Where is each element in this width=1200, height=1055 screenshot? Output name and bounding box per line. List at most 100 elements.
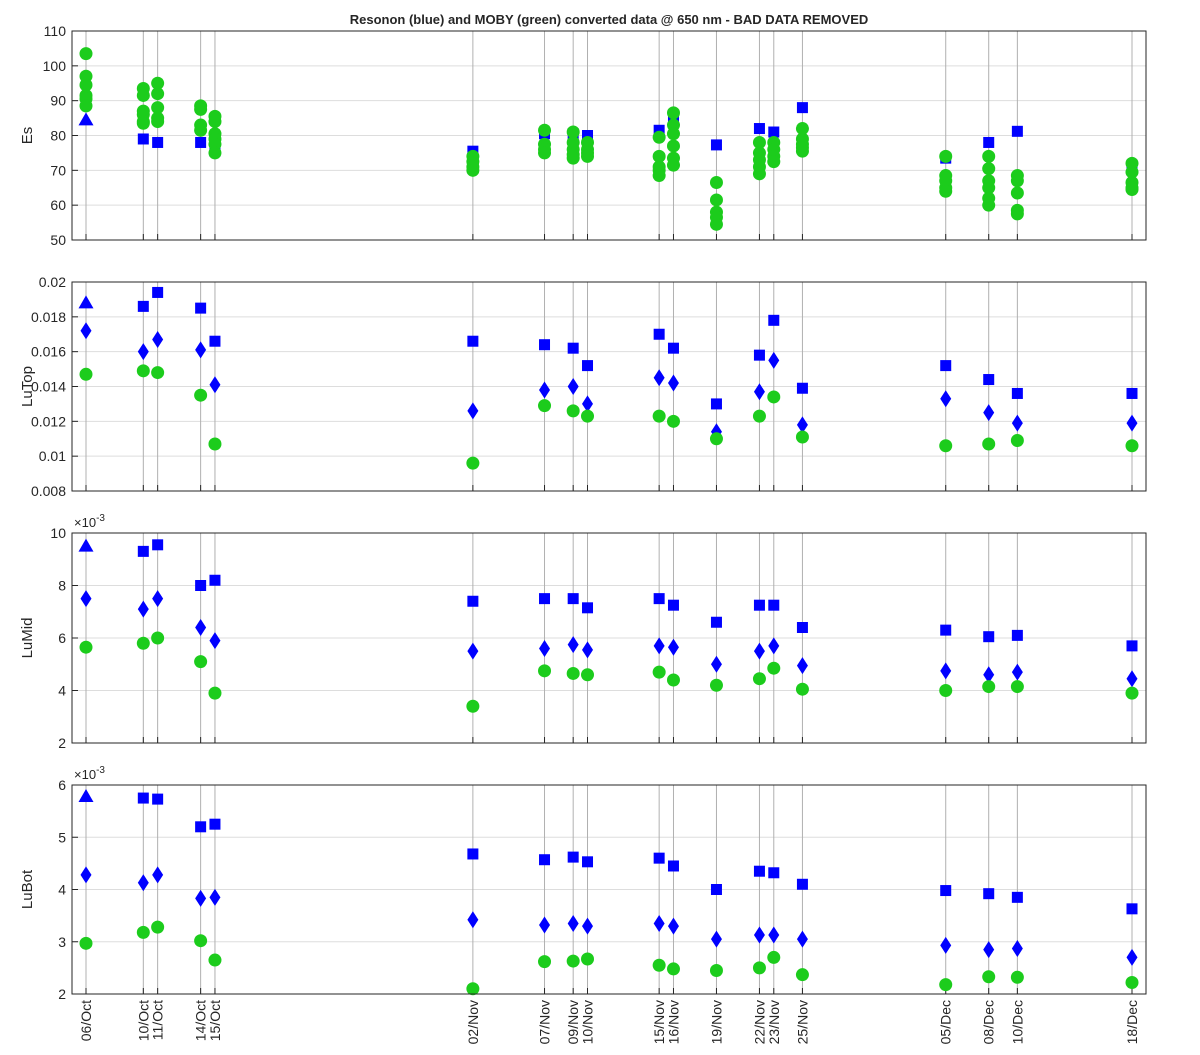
panel-lubot: 2 3 4 5 6 LuBot ×10-3 <box>19 765 1147 1002</box>
data-point-circle <box>939 684 953 697</box>
data-point-circle <box>982 181 996 195</box>
plot-frame <box>71 784 1147 995</box>
data-point-circle <box>538 955 552 969</box>
data-point-circle <box>1125 686 1139 700</box>
data-point-diamond <box>1011 414 1023 432</box>
data-point-square <box>152 793 164 805</box>
data-point-square <box>539 339 551 351</box>
data-point-circle <box>752 167 766 181</box>
data-point-triangle <box>78 538 94 552</box>
data-point-circle <box>939 439 953 453</box>
data-point-square <box>195 302 207 314</box>
data-point-square <box>710 398 722 410</box>
data-point-circle <box>666 139 680 153</box>
y-axis-label: LuTop <box>19 366 36 407</box>
data-point-diamond <box>753 642 765 660</box>
x-tick-label: 05/Dec <box>938 1000 954 1044</box>
x-tick-label: 16/Nov <box>665 1000 681 1044</box>
data-point-diamond <box>152 590 164 608</box>
data-point-square <box>567 593 579 605</box>
data-point-square <box>653 593 665 605</box>
data-point-circle <box>538 146 552 160</box>
data-point-circle <box>581 409 595 423</box>
data-point-square <box>1011 125 1023 137</box>
data-point-diamond <box>940 936 952 954</box>
data-point-square <box>753 123 765 135</box>
data-point-circle <box>752 961 766 975</box>
data-point-diamond <box>667 917 679 935</box>
data-point-square <box>796 102 808 114</box>
data-point-diamond <box>567 914 579 932</box>
series-resonon-triangle <box>78 788 94 802</box>
data-point-square <box>940 885 952 897</box>
data-point-diamond <box>667 638 679 656</box>
data-point-square <box>983 374 995 386</box>
series-resonon-square <box>137 286 1138 410</box>
data-point-square <box>467 335 479 347</box>
data-point-circle <box>566 666 580 680</box>
data-point-circle <box>709 678 723 692</box>
series-resonon-diamond <box>80 866 1138 966</box>
data-point-diamond <box>940 390 952 408</box>
data-point-circle <box>795 968 809 982</box>
series-resonon-diamond <box>80 590 1138 688</box>
data-point-square <box>152 136 164 148</box>
data-point-diamond <box>796 416 808 434</box>
data-point-square <box>653 852 665 864</box>
y-tick-label: 80 <box>50 128 66 144</box>
data-point-square <box>195 136 207 148</box>
data-point-diamond <box>567 636 579 654</box>
data-point-square <box>582 130 594 141</box>
data-point-circle <box>1010 680 1024 694</box>
data-point-circle <box>1125 165 1139 179</box>
data-point-diamond <box>653 637 665 655</box>
y-axis-label: LuBot <box>19 869 36 909</box>
data-point-circle <box>136 88 150 102</box>
data-point-diamond <box>209 376 221 394</box>
data-point-circle <box>208 146 222 160</box>
data-point-square <box>1126 640 1138 652</box>
data-point-circle <box>666 158 680 172</box>
data-point-circle <box>767 950 781 964</box>
data-point-circle <box>566 404 580 418</box>
data-point-square <box>983 631 995 643</box>
data-point-circle <box>194 655 208 669</box>
y-exponent-label: ×10-3 <box>74 513 105 530</box>
y-tick-label: 0.01 <box>39 448 66 464</box>
data-point-diamond <box>667 374 679 392</box>
data-point-circle <box>1125 439 1139 453</box>
y-tick-label: 4 <box>58 683 66 699</box>
data-point-circle <box>151 87 165 101</box>
series-moby-circle <box>79 920 1139 996</box>
data-point-circle <box>752 409 766 423</box>
series-resonon-square <box>137 792 1138 915</box>
data-point-square <box>983 136 995 148</box>
data-point-circle <box>151 76 165 90</box>
y-tick-label: 0.018 <box>31 309 66 325</box>
data-point-circle <box>79 99 93 113</box>
y-tick-label: 6 <box>58 777 66 793</box>
data-point-diamond <box>582 917 594 935</box>
x-tick-label: 02/Nov <box>465 1000 481 1044</box>
data-point-circle <box>566 125 580 139</box>
data-point-diamond <box>137 343 149 361</box>
data-point-diamond <box>152 330 164 348</box>
y-tick-label: 60 <box>50 197 66 213</box>
x-tick-label: 22/Nov <box>751 1000 767 1044</box>
data-point-circle <box>1125 182 1139 196</box>
data-point-circle <box>581 952 595 966</box>
data-point-circle <box>939 149 953 163</box>
data-point-diamond <box>1126 670 1138 688</box>
x-tick-label: 25/Nov <box>794 1000 810 1044</box>
data-point-circle <box>1125 976 1139 990</box>
data-point-circle <box>982 149 996 163</box>
data-point-circle <box>652 665 666 679</box>
y-tick-label: 0.012 <box>31 413 66 429</box>
data-point-square <box>940 360 952 372</box>
data-point-diamond <box>653 369 665 387</box>
panel-es: 50 60 70 80 90 100 110 Es <box>19 23 1147 248</box>
data-point-square <box>137 792 149 804</box>
data-point-square <box>983 888 995 900</box>
